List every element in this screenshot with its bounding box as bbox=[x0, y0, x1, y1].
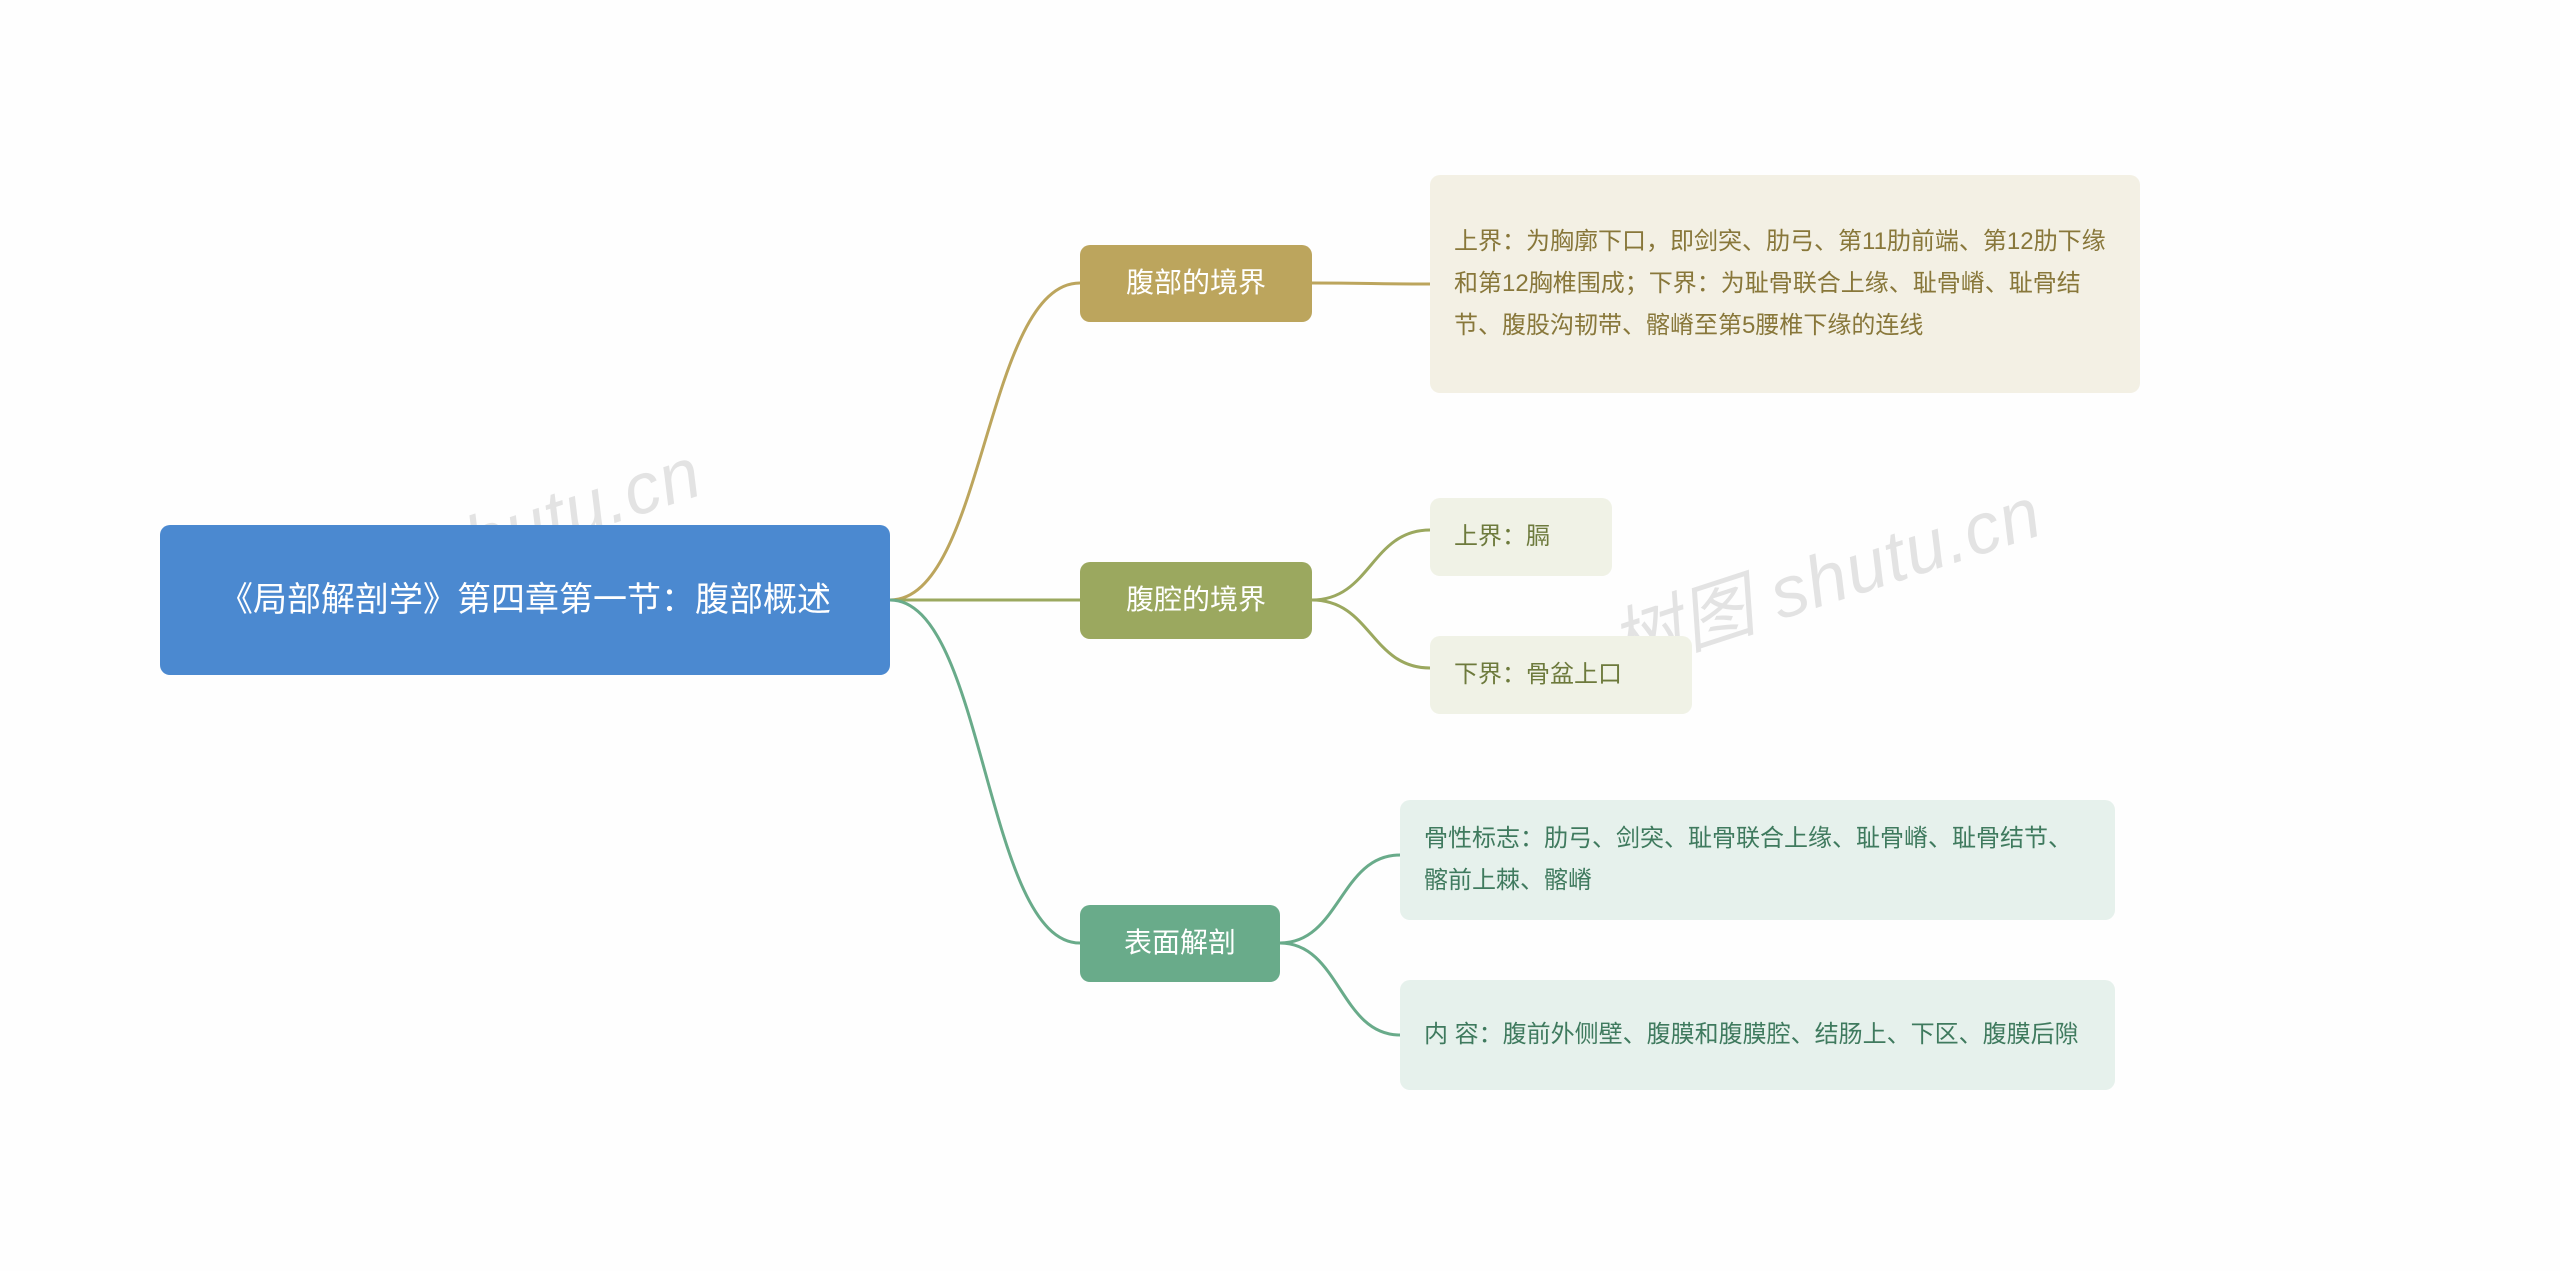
leaf-text-2-1: 上界：膈 bbox=[1454, 516, 1550, 558]
leaf-node-1-1[interactable]: 上界：为胸廓下口，即剑突、肋弓、第11肋前端、第12肋下缘和第12胸椎围成；下界… bbox=[1430, 175, 2140, 393]
leaf-text-3-1: 骨性标志：肋弓、剑突、耻骨联合上缘、耻骨嵴、耻骨结节、髂前上棘、髂嵴 bbox=[1424, 818, 2091, 902]
branch-node-3[interactable]: 表面解剖 bbox=[1080, 905, 1280, 982]
leaf-node-2-2[interactable]: 下界：骨盆上口 bbox=[1430, 636, 1692, 714]
root-node[interactable]: 《局部解剖学》第四章第一节：腹部概述 bbox=[160, 525, 890, 675]
mindmap-canvas: 树图 shutu.cn 树图 shutu.cn 《局部解剖学》第四章第一节：腹部… bbox=[0, 0, 2560, 1271]
branch-node-2[interactable]: 腹腔的境界 bbox=[1080, 562, 1312, 639]
leaf-text-3-2: 内 容：腹前外侧壁、腹膜和腹膜腔、结肠上、下区、腹膜后隙 bbox=[1424, 1014, 2079, 1056]
branch-label-1: 腹部的境界 bbox=[1126, 261, 1266, 306]
branch-node-1[interactable]: 腹部的境界 bbox=[1080, 245, 1312, 322]
root-label: 《局部解剖学》第四章第一节：腹部概述 bbox=[219, 573, 831, 627]
leaf-text-1-1: 上界：为胸廓下口，即剑突、肋弓、第11肋前端、第12肋下缘和第12胸椎围成；下界… bbox=[1454, 221, 2116, 347]
leaf-node-3-1[interactable]: 骨性标志：肋弓、剑突、耻骨联合上缘、耻骨嵴、耻骨结节、髂前上棘、髂嵴 bbox=[1400, 800, 2115, 920]
leaf-node-3-2[interactable]: 内 容：腹前外侧壁、腹膜和腹膜腔、结肠上、下区、腹膜后隙 bbox=[1400, 980, 2115, 1090]
branch-label-3: 表面解剖 bbox=[1124, 921, 1236, 966]
branch-label-2: 腹腔的境界 bbox=[1126, 578, 1266, 623]
leaf-node-2-1[interactable]: 上界：膈 bbox=[1430, 498, 1612, 576]
leaf-text-2-2: 下界：骨盆上口 bbox=[1454, 654, 1622, 696]
